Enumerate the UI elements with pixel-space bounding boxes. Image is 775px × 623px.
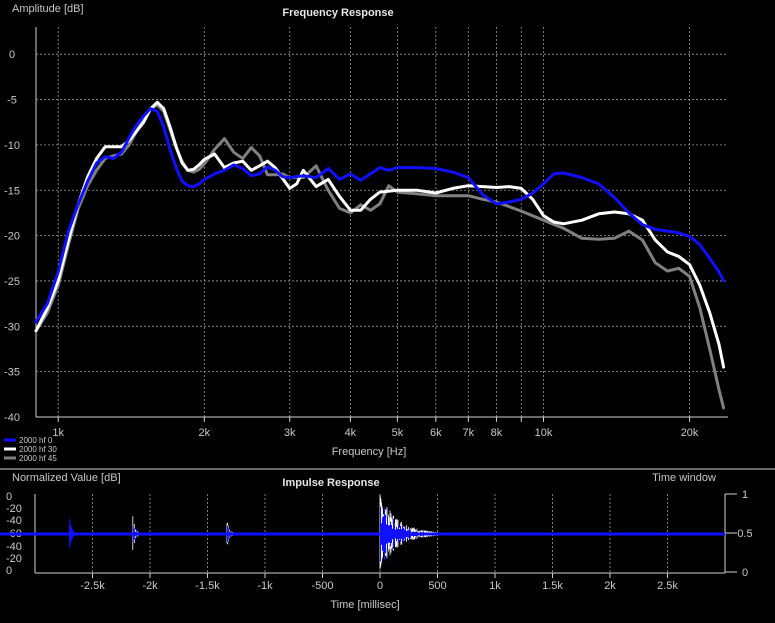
legend-label: 2000 hf 45	[19, 454, 57, 463]
ir-x-tick-label: -1k	[257, 580, 273, 592]
fr-x-tick-label: 5k	[392, 427, 404, 439]
ir-y2-tick-label: 0	[742, 567, 748, 579]
legend-label: 2000 hf 30	[19, 445, 57, 454]
ir-y-tick-label: 0	[6, 565, 12, 577]
ir-y-tick-label: -20	[6, 503, 22, 515]
fr-y-tick-label: -40	[4, 412, 20, 424]
fr-series-line	[34, 107, 726, 324]
fr-y-tick-label: -20	[4, 231, 20, 243]
ir-x-tick-label: -2k	[142, 580, 158, 592]
ir-y-tick-label: 0	[6, 491, 12, 503]
fr-x-tick-label: 2k	[198, 427, 210, 439]
fr-xlabel: Frequency [Hz]	[332, 446, 407, 458]
fr-x-tick-label: 3k	[284, 427, 296, 439]
ir-x-tick-label: 1.5k	[542, 580, 563, 592]
ir-x-tick-label: -1.5k	[195, 580, 220, 592]
fr-y-tick-label: -30	[4, 321, 20, 333]
ir-x-tick-label: 1k	[489, 580, 501, 592]
ir-xlabel: Time [millisec]	[330, 599, 399, 611]
fr-x-tick-label: 8k	[491, 427, 503, 439]
fr-y-tick-label: -15	[4, 185, 20, 197]
fr-ylabel: Amplitude [dB]	[12, 3, 84, 15]
fr-y-tick-label: -5	[7, 95, 17, 107]
fr-y-tick-label: -25	[4, 276, 20, 288]
fr-title: Frequency Response	[282, 7, 393, 19]
fr-series-line	[34, 103, 726, 410]
fr-x-tick-label: 10k	[535, 427, 553, 439]
ir-y-tick-label: -40	[6, 541, 22, 553]
ir-y2-tick-label: 1	[742, 489, 748, 501]
legend-label: 2000 hf 0	[19, 436, 53, 445]
ir-x-tick-label: -2.5k	[80, 580, 105, 592]
fr-x-tick-label: 20k	[681, 427, 699, 439]
fr-x-tick-label: 7k	[463, 427, 475, 439]
fr-x-tick-label: 4k	[345, 427, 357, 439]
ir-y2-tick-label: 0.5	[737, 528, 752, 540]
ir-y-tick-label: -20	[6, 553, 22, 565]
ir-x-tick-label: 2.5k	[657, 580, 678, 592]
ir-x-tick-label: 2k	[604, 580, 616, 592]
fr-y-tick-label: 0	[9, 49, 15, 61]
frequency-response-plot: 0 -5 -10 -15 -20 -25 -30 -35 -40 1k 2k 3k 4k 5k 6k 7k 8k…	[4, 27, 728, 463]
fr-x-tick-label: 1k	[52, 427, 64, 439]
ir-x-tick-label: 500	[428, 580, 446, 592]
impulse-response-plot: 0-20-40-60-40-20010.50-2.5k-2k-1.5k-1k-5…	[0, 489, 753, 592]
ir-x-tick-label: 0	[377, 580, 383, 592]
ir-title: Impulse Response	[282, 477, 379, 489]
ir-ylabel: Normalized Value [dB]	[12, 472, 121, 484]
ir-time-window-label: Time window	[652, 472, 716, 484]
ir-y-tick-label: -40	[6, 515, 22, 527]
fr-y-tick-label: -35	[4, 367, 20, 379]
fr-x-tick-label: 6k	[430, 427, 442, 439]
fr-y-tick-label: -10	[4, 140, 20, 152]
ir-x-tick-label: -500	[311, 580, 333, 592]
